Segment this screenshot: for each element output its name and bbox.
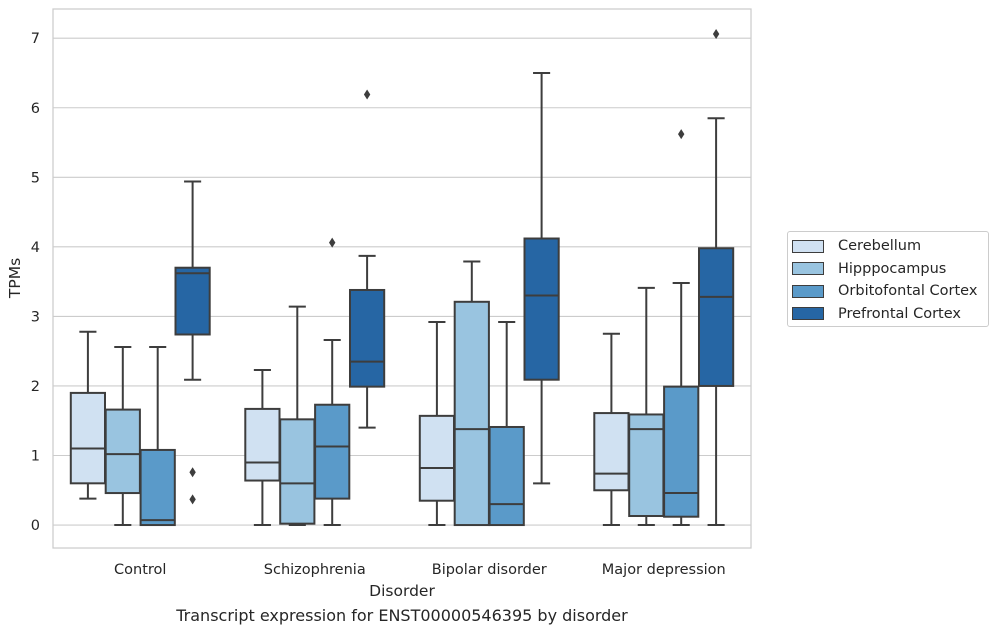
legend-label-orbitofrontal: Orbitofontal Cortex [838,283,978,300]
chart-caption: Transcript expression for ENST0000054639… [176,606,628,625]
box-group-cerebellum-schizophrenia [244,368,281,527]
legend-item-orbitofrontal: Orbitofontal Cortex [792,280,988,303]
legend-swatch-hippocampus [792,262,824,276]
x-tick-labels: Control Schizophrenia Bipolar disorder Majo… [114,562,726,578]
box-orbitofontal-cortex-schizophrenia [314,403,351,500]
box-cerebellum-major-depression [593,412,630,492]
box-prefrontal-cortex-schizophrenia [348,288,386,388]
outlier-prefrontal-cortex-schizophrenia-0 [363,89,371,100]
x-tick-label-major-depression: Major depression [602,562,726,578]
legend-swatch-cerebellum [792,239,824,253]
box-hipppocampus-control [104,408,141,495]
box-group-hipppocampus-schizophrenia [279,305,316,527]
box-group-orbitofontal-cortex-schizophrenia [314,237,351,527]
outlier-prefrontal-cortex-control-0 [189,467,196,478]
box-prefrontal-cortex-control [174,266,211,336]
box-prefrontal-cortex-bipolar-disorder [523,237,560,381]
box-cerebellum-schizophrenia [244,407,281,482]
x-tick-label-control: Control [114,562,166,578]
box-prefrontal-cortex-major-depression [697,247,735,387]
box-group-prefrontal-cortex-control [174,180,211,505]
box-orbitofontal-cortex-bipolar-disorder [488,425,525,527]
box-group-prefrontal-cortex-bipolar-disorder [523,71,560,485]
box-group-orbitofontal-cortex-bipolar-disorder [488,320,525,527]
legend-label-prefrontal: Prefrontal Cortex [838,305,961,322]
y-tick-label-2: 2 [31,379,40,395]
legend-label-hippocampus: Hipppocampus [838,260,947,277]
box-group-prefrontal-cortex-major-depression [697,29,735,527]
box-group-cerebellum-control [69,330,107,500]
outlier-prefrontal-cortex-control-1 [189,494,196,505]
x-tick-label-schizophrenia: Schizophrenia [264,562,366,578]
outlier-orbitofontal-cortex-major-depression-0 [678,129,685,140]
y-tick-label-4: 4 [31,240,40,256]
box-group-hipppocampus-bipolar-disorder [453,260,490,527]
box-orbitofontal-cortex-major-depression [663,385,700,518]
legend-item-hippocampus: Hipppocampus [792,258,988,281]
box-group-prefrontal-cortex-schizophrenia [348,89,386,429]
box-cerebellum-bipolar-disorder [418,414,456,502]
y-tick-label-6: 6 [31,101,40,117]
outlier-prefrontal-cortex-major-depression-0 [712,29,720,40]
outlier-orbitofontal-cortex-schizophrenia-0 [329,237,336,248]
box-hipppocampus-schizophrenia [279,418,316,525]
y-tick-label-7: 7 [31,31,40,47]
legend-item-cerebellum: Cerebellum [792,235,988,258]
box-layer [69,29,735,527]
legend-item-prefrontal: Prefrontal Cortex [792,303,988,326]
x-axis-label: Disorder [369,582,435,600]
box-group-orbitofontal-cortex-control [139,346,176,527]
box-cerebellum-control [69,391,107,485]
legend-swatch-prefrontal [792,307,824,321]
box-group-orbitofontal-cortex-major-depression [663,129,700,527]
box-group-hipppocampus-control [104,346,141,527]
box-hipppocampus-bipolar-disorder [453,300,490,527]
x-tick-label-bipolar-disorder: Bipolar disorder [432,562,547,578]
y-tick-label-0: 0 [31,518,40,534]
legend-swatch-orbitofrontal [792,284,824,298]
box-group-cerebellum-bipolar-disorder [418,320,456,527]
y-tick-label-3: 3 [31,309,40,325]
legend-label-cerebellum: Cerebellum [838,238,922,255]
y-axis-label: TPMs [6,258,24,299]
y-tick-labels: 0 1 2 3 4 5 6 7 [31,31,40,534]
legend: Cerebellum Hipppocampus Orbitofontal Cor… [787,231,989,327]
y-tick-label-1: 1 [31,449,40,465]
box-group-cerebellum-major-depression [593,332,630,527]
box-orbitofontal-cortex-control [139,448,176,527]
y-tick-label-5: 5 [31,170,40,186]
